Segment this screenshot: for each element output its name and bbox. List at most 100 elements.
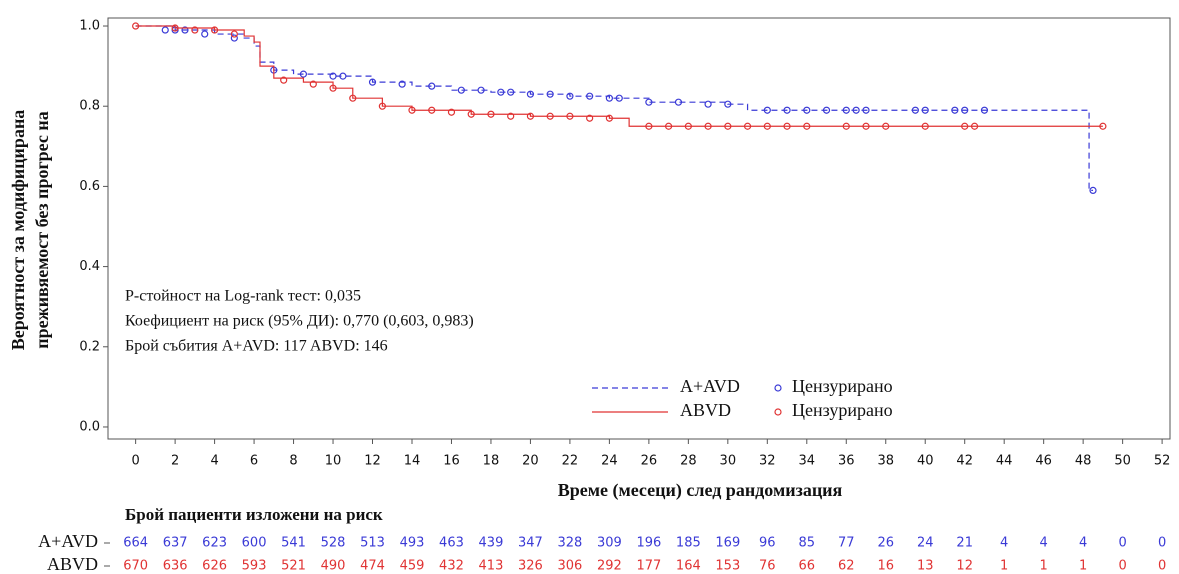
censor-marker <box>428 82 436 90</box>
censor-marker <box>724 100 732 108</box>
legend-label: Цензурирано <box>792 376 893 396</box>
x-tick-label: 20 <box>522 454 539 469</box>
risk-count: 636 <box>163 559 188 574</box>
censor-marker <box>783 106 791 114</box>
risk-count: 664 <box>123 536 148 551</box>
risk-count: 4 <box>1079 536 1087 551</box>
risk-count: 513 <box>360 536 385 551</box>
censor-marker <box>467 110 475 118</box>
censor-marker <box>171 24 179 32</box>
x-tick-label: 14 <box>404 454 421 469</box>
censor-marker <box>132 22 140 30</box>
censor-marker <box>615 94 623 102</box>
risk-count: 76 <box>759 559 776 574</box>
risk-count: 626 <box>202 559 227 574</box>
risk-count: 306 <box>557 559 582 574</box>
risk-row-label: A+AVD <box>38 531 98 551</box>
censor-marker <box>487 110 495 118</box>
x-tick-label: 50 <box>1114 454 1131 469</box>
censor-marker <box>408 106 416 114</box>
x-tick-label: 6 <box>250 454 258 469</box>
censor-marker <box>299 70 308 78</box>
risk-count: 637 <box>163 536 188 551</box>
censor-marker <box>763 106 771 114</box>
censor-marker <box>803 106 811 114</box>
censor-marker <box>349 94 357 102</box>
x-tick-label: 46 <box>1035 454 1052 469</box>
censor-marker <box>911 106 919 114</box>
censor-marker <box>605 114 613 122</box>
risk-count: 292 <box>597 559 622 574</box>
risk-count: 493 <box>400 536 425 551</box>
risk-count: 77 <box>838 536 855 551</box>
censor-marker <box>921 122 929 130</box>
censor-marker <box>339 72 347 80</box>
censor-marker <box>428 106 436 114</box>
risk-count: 13 <box>917 559 934 574</box>
risk-count: 16 <box>877 559 894 574</box>
censor-marker <box>329 72 337 80</box>
x-tick-label: 22 <box>562 454 579 469</box>
censor-marker <box>961 106 969 114</box>
censor-marker <box>1099 122 1107 130</box>
x-tick-label: 18 <box>483 454 500 469</box>
censor-marker <box>497 88 505 96</box>
censor-marker <box>368 78 377 86</box>
x-tick-label: 42 <box>956 454 973 469</box>
censor-marker <box>862 122 870 130</box>
y-axis-label: преживяемост без прогрес на <box>32 111 52 348</box>
x-tick-label: 2 <box>171 454 179 469</box>
risk-count: 177 <box>636 559 661 574</box>
risk-count: 0 <box>1158 536 1166 551</box>
censor-marker <box>645 122 653 130</box>
x-axis-label: Време (месеци) след рандомизация <box>558 480 843 501</box>
censor-marker <box>329 84 337 92</box>
risk-count: 413 <box>479 559 504 574</box>
y-tick-label: 0.8 <box>79 99 100 114</box>
risk-count: 4 <box>1040 536 1048 551</box>
x-tick-label: 8 <box>289 454 297 469</box>
risk-count: 0 <box>1118 536 1126 551</box>
censor-marker <box>803 122 811 130</box>
x-tick-label: 26 <box>641 454 658 469</box>
annotation: Брой събития A+AVD: 117 ABVD: 146 <box>125 338 388 355</box>
censor-marker <box>882 122 890 130</box>
censor-marker <box>980 106 989 114</box>
risk-count: 85 <box>799 536 816 551</box>
risk-count: 528 <box>321 536 346 551</box>
risk-count: 169 <box>715 536 740 551</box>
censor-marker <box>230 30 238 38</box>
censor-marker <box>970 122 979 130</box>
legend-marker <box>774 384 782 392</box>
x-tick-label: 28 <box>680 454 697 469</box>
censor-marker <box>1089 186 1097 195</box>
censor-marker <box>674 98 683 106</box>
risk-count: 66 <box>799 559 816 574</box>
censor-marker <box>961 122 969 130</box>
x-tick-label: 24 <box>601 454 618 469</box>
risk-count: 521 <box>281 559 306 574</box>
annotation: Коефициент на риск (95% ДИ): 0,770 (0,60… <box>125 313 474 330</box>
censor-marker <box>724 122 732 130</box>
censor-marker <box>566 92 574 100</box>
censor-marker <box>586 114 594 122</box>
legend-label: Цензурирано <box>792 400 893 420</box>
risk-count: 347 <box>518 536 543 551</box>
censor-marker <box>921 106 929 114</box>
risk-count: 309 <box>597 536 622 551</box>
risk-count: 196 <box>636 536 661 551</box>
plot-frame <box>107 17 1171 440</box>
risk-count: 0 <box>1158 559 1166 574</box>
x-tick-label: 36 <box>838 454 855 469</box>
risk-count: 164 <box>676 559 701 574</box>
censor-marker <box>566 112 574 120</box>
risk-count: 62 <box>838 559 855 574</box>
risk-count: 96 <box>759 536 776 551</box>
risk-count: 328 <box>557 536 582 551</box>
legend-marker <box>774 408 782 416</box>
y-axis-label: Вероятност за модифицирана <box>8 110 28 351</box>
risk-count: 26 <box>877 536 894 551</box>
x-tick-label: 34 <box>799 454 816 469</box>
risk-count: 432 <box>439 559 464 574</box>
censor-marker <box>378 102 386 110</box>
